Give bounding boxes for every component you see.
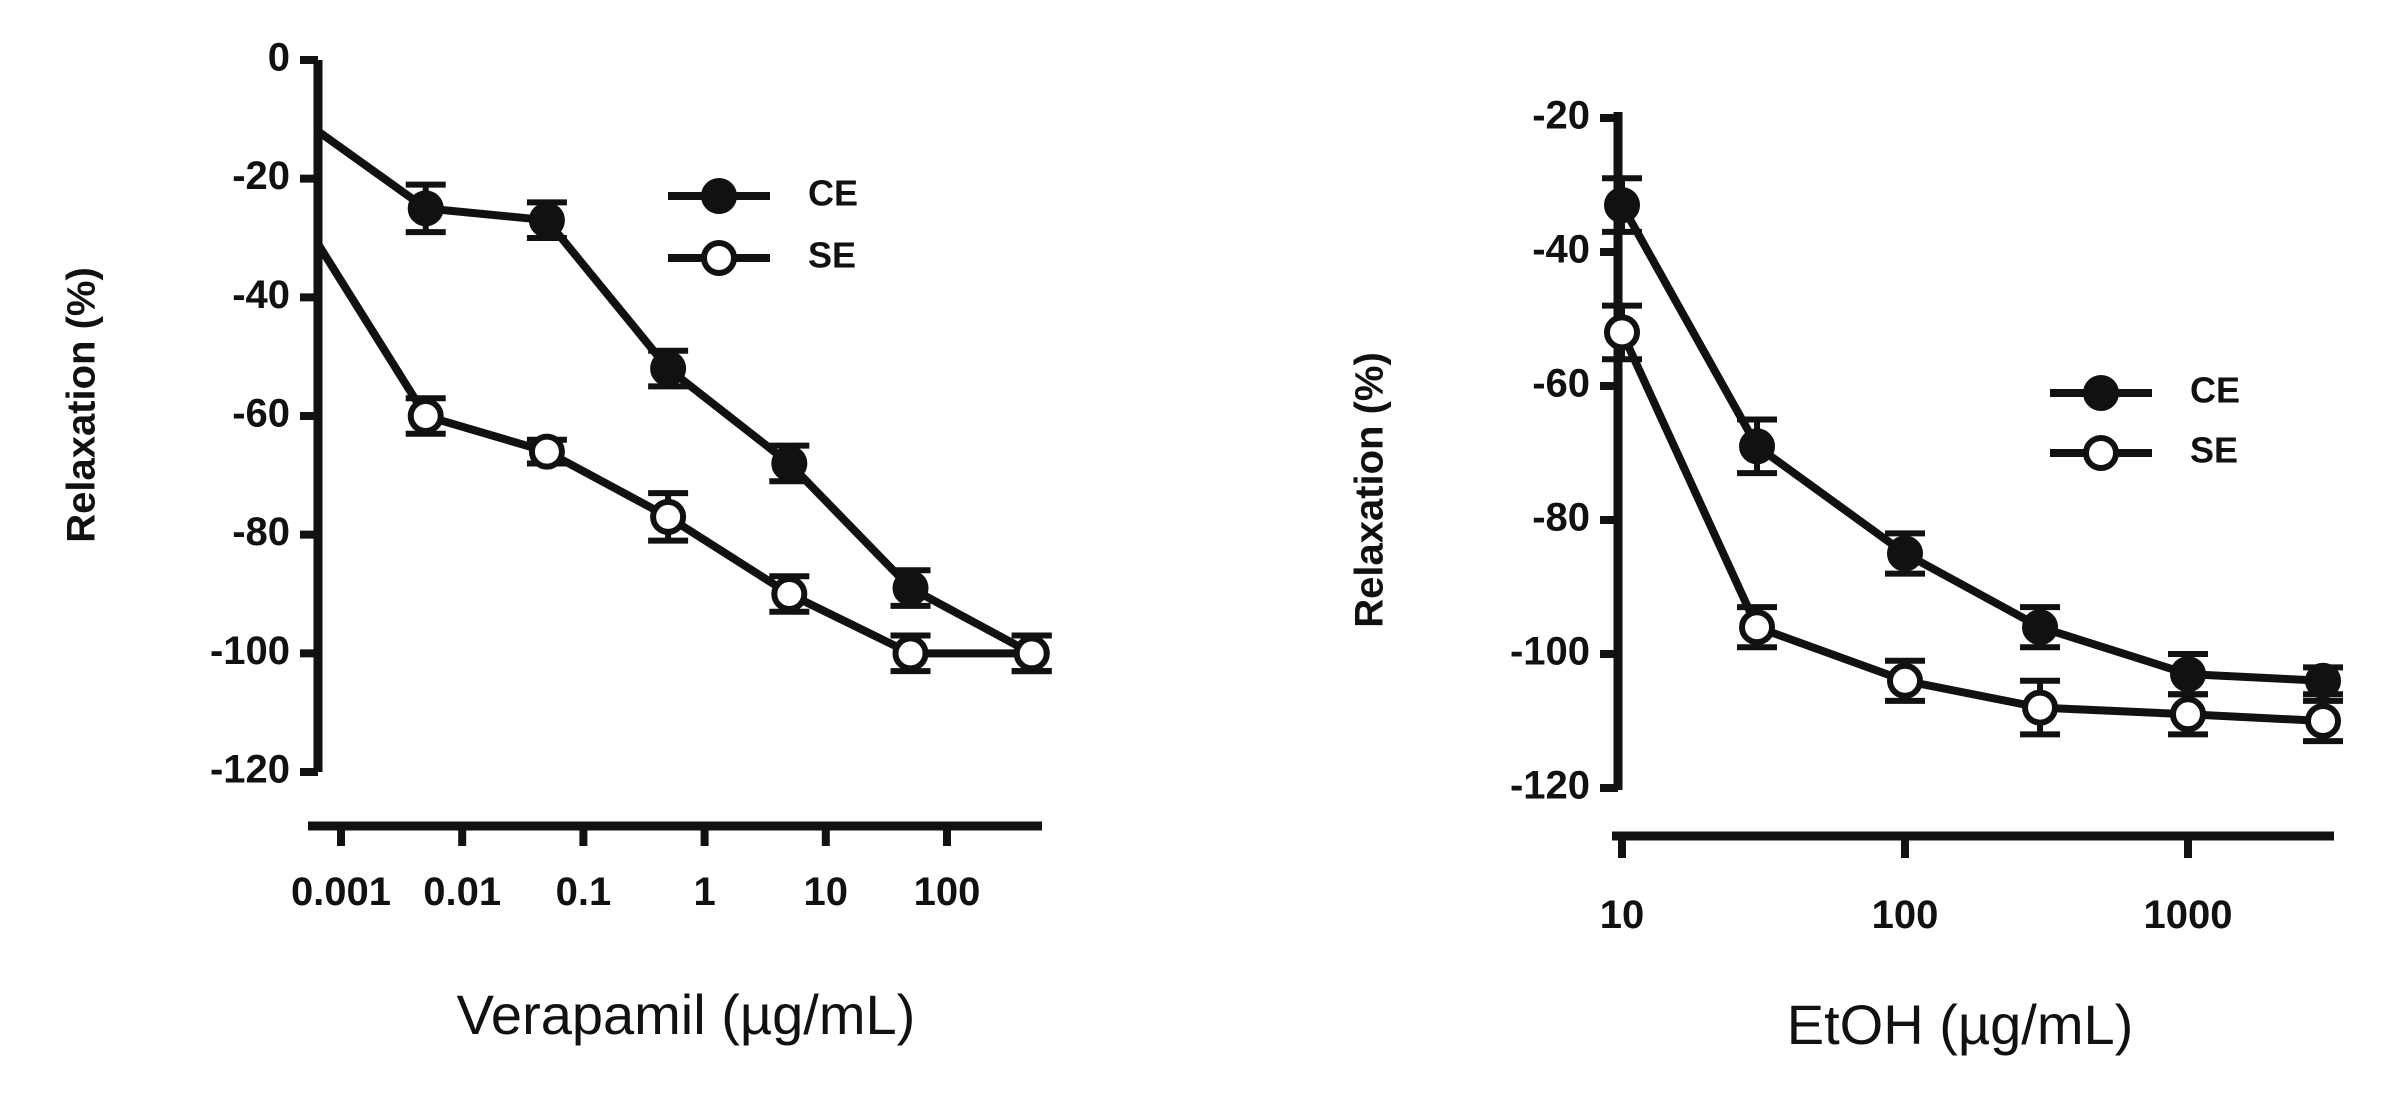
data-point-se	[2170, 696, 2206, 733]
y-tick-label: -20	[232, 154, 290, 198]
x-tick-label: 100	[1872, 893, 1939, 937]
y-axis-label: Relaxation (%)	[1348, 352, 1392, 628]
x-axis-label: EtOH (µg/mL)	[1787, 993, 2134, 1056]
data-point-se	[771, 576, 808, 612]
legend-marker-ce	[701, 178, 737, 214]
data-point-se	[528, 433, 565, 470]
y-tick-label: -100	[210, 629, 290, 673]
data-point-se	[2022, 689, 2059, 726]
data-point-se	[1739, 609, 1776, 646]
data-point-ce	[1887, 535, 1923, 572]
series-line-ce	[1618, 203, 2324, 685]
y-tick-label: -60	[232, 392, 290, 436]
data-point-ce	[1739, 428, 1776, 465]
panel-verapamil: 0 -20 -40 -60 -80 -100 -120 0.001 0.01 0.1 1 10 100…	[60, 36, 1052, 1046]
x-tick-label: 1000	[2144, 893, 2233, 937]
y-tick-label: -60	[1532, 362, 1590, 406]
data-point-se	[1013, 635, 1050, 672]
x-tick-label: 0.001	[291, 870, 391, 914]
data-point-se	[2305, 703, 2342, 739]
y-tick-label: -100	[1510, 630, 1590, 674]
y-tick-label: -40	[1532, 228, 1590, 272]
data-point-se	[650, 498, 687, 535]
x-tick-label: 1	[693, 870, 715, 914]
y-axis-label: Relaxation (%)	[60, 267, 104, 543]
y-tick-label: -120	[1510, 764, 1590, 808]
data-point-ce	[2305, 662, 2342, 699]
legend-label-ce: CE	[808, 173, 858, 214]
data-point-ce	[2022, 609, 2059, 646]
data-point-ce	[771, 445, 808, 482]
legend-marker-se	[701, 240, 737, 276]
y-tick-label: -20	[1532, 94, 1590, 138]
y-tick-label: -120	[210, 748, 290, 792]
y-tick-label: 0	[268, 36, 290, 80]
data-point-ce	[2170, 656, 2206, 693]
x-tick-label: 0.01	[423, 870, 501, 914]
x-tick-label: 10	[1600, 893, 1645, 937]
data-point-se	[1604, 314, 1640, 351]
x-tick-label: 100	[914, 870, 981, 914]
legend: CE SE	[668, 173, 858, 276]
data-point-ce	[1604, 187, 1640, 224]
data-point-se	[892, 635, 929, 672]
data-point-se	[1887, 662, 1923, 699]
legend-marker-se	[2083, 435, 2119, 471]
y-tick-label: -80	[1532, 496, 1590, 540]
data-point-ce	[892, 570, 929, 607]
x-tick-label: 0.1	[556, 870, 612, 914]
data-point-se	[407, 398, 444, 434]
legend-marker-ce	[2083, 375, 2119, 411]
data-point-ce	[528, 202, 565, 239]
legend-label-ce: CE	[2190, 370, 2240, 411]
legend-label-se: SE	[808, 235, 856, 276]
data-point-ce	[650, 350, 687, 387]
legend: CE SE	[2050, 370, 2240, 471]
x-tick-label: 10	[804, 870, 849, 914]
series-line-se	[1618, 330, 2324, 725]
y-tick-label: -80	[232, 510, 290, 554]
x-axis-label: Verapamil (µg/mL)	[457, 983, 916, 1046]
y-tick-label: -40	[232, 273, 290, 317]
panel-etoh: -20 -40 -60 -80 -100 -120 10 100 1000 Relaxatio…	[1348, 94, 2344, 1056]
data-point-ce	[407, 190, 444, 227]
legend-label-se: SE	[2190, 430, 2238, 471]
